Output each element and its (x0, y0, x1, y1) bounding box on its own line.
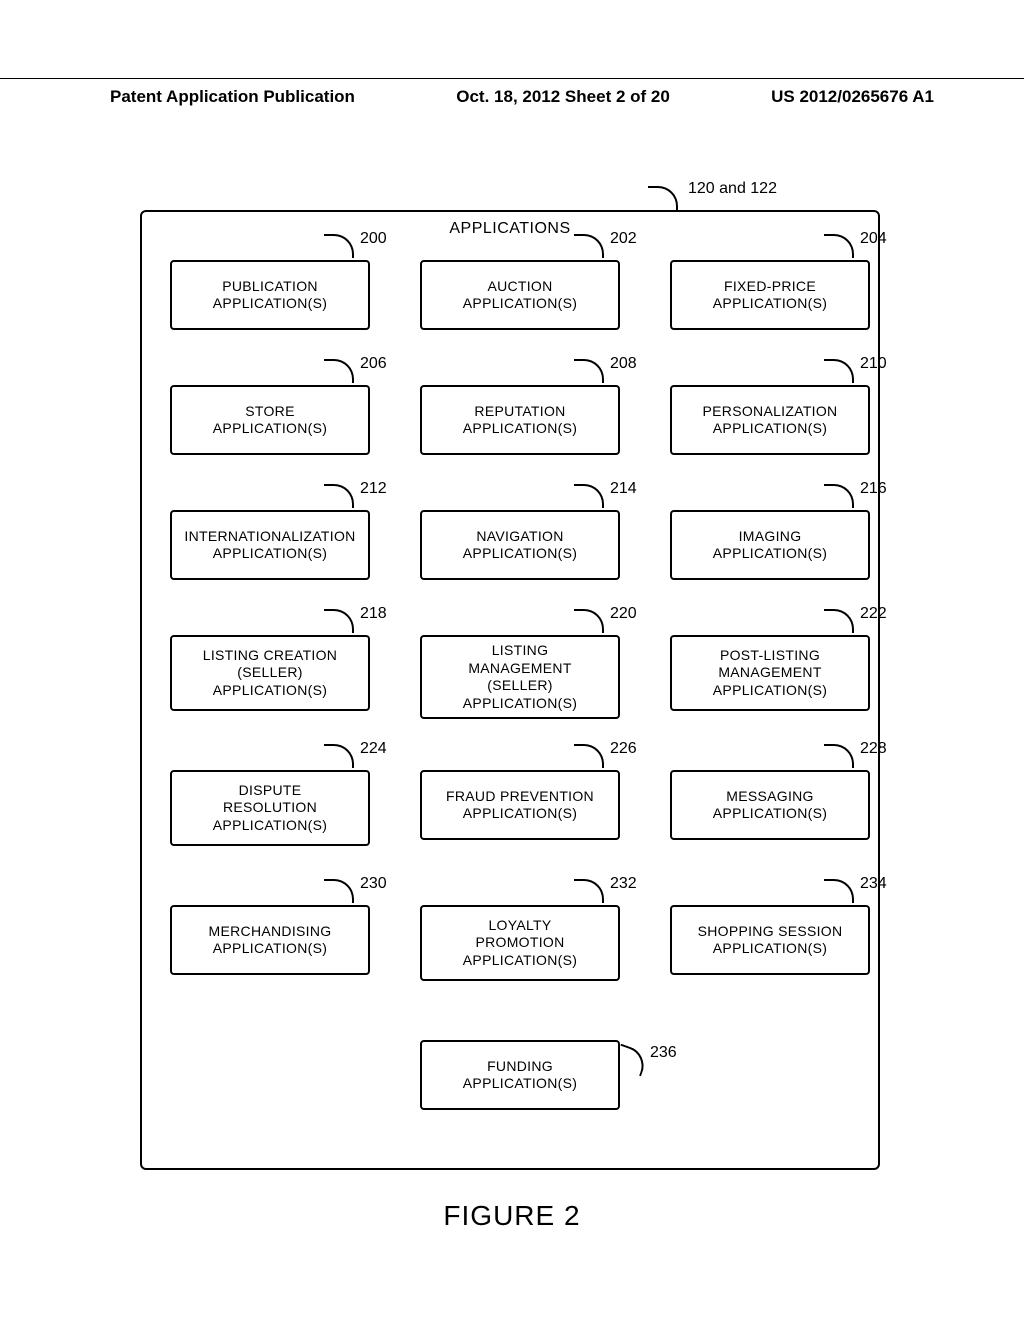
ref-label: 230 (360, 875, 387, 893)
app-box-label: AUCTIONAPPLICATION(S) (463, 278, 577, 313)
app-box-label: FIXED-PRICEAPPLICATION(S) (713, 278, 827, 313)
app-box-label: REPUTATIONAPPLICATION(S) (463, 403, 577, 438)
app-box-label: MERCHANDISINGAPPLICATION(S) (209, 923, 332, 958)
header-left: Patent Application Publication (110, 87, 355, 107)
app-box: FUNDINGAPPLICATION(S) (420, 1040, 620, 1110)
page: Patent Application Publication Oct. 18, … (0, 0, 1024, 1320)
app-box-label: LISTINGMANAGEMENT(SELLER)APPLICATION(S) (463, 642, 577, 712)
ref-label: 228 (860, 740, 887, 758)
ref-label: 216 (860, 480, 887, 498)
ref-label: 224 (360, 740, 387, 758)
app-box-label: SHOPPING SESSIONAPPLICATION(S) (698, 923, 843, 958)
app-box: MERCHANDISINGAPPLICATION(S) (170, 905, 370, 975)
ref-label: 210 (860, 355, 887, 373)
header-center: Oct. 18, 2012 Sheet 2 of 20 (456, 87, 670, 107)
page-header: Patent Application Publication Oct. 18, … (0, 78, 1024, 107)
ref-label: 226 (610, 740, 637, 758)
app-box-label: INTERNATIONALIZATIONAPPLICATION(S) (184, 528, 355, 563)
app-box-label: LISTING CREATION(SELLER)APPLICATION(S) (203, 647, 337, 700)
app-box: LISTINGMANAGEMENT(SELLER)APPLICATION(S) (420, 635, 620, 719)
header-right: US 2012/0265676 A1 (771, 87, 934, 107)
ref-label: 232 (610, 875, 637, 893)
ref-label: 218 (360, 605, 387, 623)
app-box-label: DISPUTERESOLUTIONAPPLICATION(S) (213, 782, 327, 835)
app-box-label: PERSONALIZATIONAPPLICATION(S) (703, 403, 838, 438)
app-box: MESSAGINGAPPLICATION(S) (670, 770, 870, 840)
ref-label: 202 (610, 230, 637, 248)
app-box: LISTING CREATION(SELLER)APPLICATION(S) (170, 635, 370, 711)
app-box: AUCTIONAPPLICATION(S) (420, 260, 620, 330)
ref-label: 236 (650, 1044, 677, 1062)
app-box: INTERNATIONALIZATIONAPPLICATION(S) (170, 510, 370, 580)
outer-ref-lead (648, 186, 678, 210)
ref-label: 208 (610, 355, 637, 373)
ref-label: 234 (860, 875, 887, 893)
ref-label: 204 (860, 230, 887, 248)
app-box: LOYALTYPROMOTIONAPPLICATION(S) (420, 905, 620, 981)
app-box: FRAUD PREVENTIONAPPLICATION(S) (420, 770, 620, 840)
app-box-label: FRAUD PREVENTIONAPPLICATION(S) (446, 788, 594, 823)
app-box: PUBLICATIONAPPLICATION(S) (170, 260, 370, 330)
app-box: NAVIGATIONAPPLICATION(S) (420, 510, 620, 580)
app-box-label: PUBLICATIONAPPLICATION(S) (213, 278, 327, 313)
app-box-label: IMAGINGAPPLICATION(S) (713, 528, 827, 563)
app-box-label: POST-LISTINGMANAGEMENTAPPLICATION(S) (713, 647, 827, 700)
app-box-label: STOREAPPLICATION(S) (213, 403, 327, 438)
app-box-label: MESSAGINGAPPLICATION(S) (713, 788, 827, 823)
ref-label: 214 (610, 480, 637, 498)
app-box-label: FUNDINGAPPLICATION(S) (463, 1058, 577, 1093)
app-box-label: NAVIGATIONAPPLICATION(S) (463, 528, 577, 563)
app-box: SHOPPING SESSIONAPPLICATION(S) (670, 905, 870, 975)
app-box: IMAGINGAPPLICATION(S) (670, 510, 870, 580)
ref-label: 220 (610, 605, 637, 623)
ref-label: 222 (860, 605, 887, 623)
ref-label: 212 (360, 480, 387, 498)
app-box: REPUTATIONAPPLICATION(S) (420, 385, 620, 455)
app-box-label: LOYALTYPROMOTIONAPPLICATION(S) (463, 917, 577, 970)
ref-label: 206 (360, 355, 387, 373)
figure-caption: FIGURE 2 (0, 1200, 1024, 1232)
ref-label: 200 (360, 230, 387, 248)
outer-ref-label: 120 and 122 (688, 180, 777, 198)
app-box: FIXED-PRICEAPPLICATION(S) (670, 260, 870, 330)
app-box: STOREAPPLICATION(S) (170, 385, 370, 455)
diagram-area: APPLICATIONS 120 and 122 PUBLICATIONAPPL… (140, 210, 880, 1170)
app-box: DISPUTERESOLUTIONAPPLICATION(S) (170, 770, 370, 846)
outer-box-title: APPLICATIONS (140, 220, 880, 238)
app-box: POST-LISTINGMANAGEMENTAPPLICATION(S) (670, 635, 870, 711)
app-box: PERSONALIZATIONAPPLICATION(S) (670, 385, 870, 455)
